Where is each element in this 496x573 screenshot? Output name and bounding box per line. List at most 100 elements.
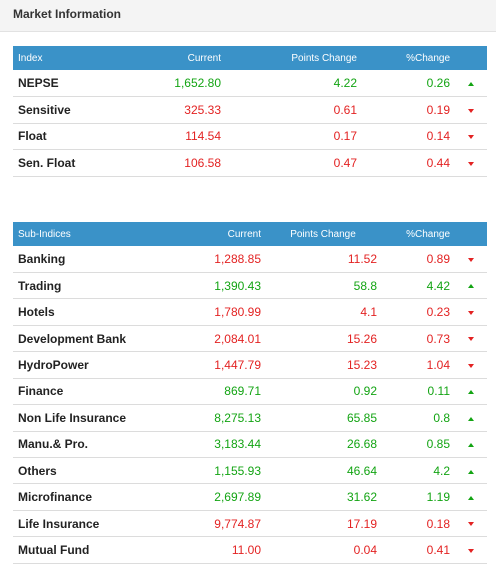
row-current: 2,697.89 [156, 483, 265, 511]
row-current: 106.58 [128, 149, 225, 177]
row-current: 325.33 [128, 96, 225, 124]
row-percent-change: 0.8 [381, 404, 454, 432]
triangle-down-icon [467, 522, 474, 527]
row-percent-change: 0.26 [361, 70, 454, 97]
triangle-down-icon [467, 337, 474, 342]
row-name: Development Bank [13, 325, 156, 353]
row-trend [454, 536, 487, 564]
row-trend [454, 246, 487, 273]
row-trend [454, 298, 487, 326]
table-row[interactable]: Life Insurance 9,774.87 17.19 0.18 [13, 510, 487, 538]
triangle-up-icon [467, 390, 474, 395]
row-name: NEPSE [13, 70, 128, 97]
table-row[interactable]: Microfinance 2,697.89 31.62 1.19 [13, 483, 487, 511]
row-points-change: 4.22 [225, 70, 361, 97]
table-row[interactable]: Development Bank 2,084.01 15.26 0.73 [13, 325, 487, 353]
triangle-down-icon [467, 161, 474, 166]
table-row[interactable]: Others 1,155.93 46.64 4.2 [13, 457, 487, 485]
row-name: Non Life Insurance [13, 404, 156, 432]
row-current: 1,390.43 [156, 272, 265, 300]
row-percent-change: 0.85 [381, 431, 454, 459]
row-points-change: 26.68 [265, 431, 381, 459]
row-current: 3,183.44 [156, 431, 265, 459]
row-points-change: 4.1 [265, 298, 381, 326]
row-trend [454, 325, 487, 353]
row-name: Microfinance [13, 483, 156, 511]
column-header-current: Current [156, 222, 265, 246]
column-header-points-change: Points Change [225, 46, 361, 70]
subindices-table: Sub-Indices Current Points Change %Chang… [13, 222, 487, 564]
row-trend [454, 378, 487, 406]
column-header-percent-change: %Change [361, 46, 454, 70]
row-points-change: 0.47 [225, 149, 361, 177]
triangle-up-icon [467, 81, 474, 86]
row-trend [454, 457, 487, 485]
row-current: 1,652.80 [128, 70, 225, 97]
row-points-change: 65.85 [265, 404, 381, 432]
row-points-change: 15.23 [265, 351, 381, 379]
row-trend [454, 70, 487, 97]
triangle-up-icon [467, 469, 474, 474]
triangle-down-icon [467, 108, 474, 113]
table-row[interactable]: Non Life Insurance 8,275.13 65.85 0.8 [13, 404, 487, 432]
row-points-change: 0.92 [265, 378, 381, 406]
column-header-trend [454, 222, 487, 246]
row-points-change: 0.04 [265, 536, 381, 564]
table-row[interactable]: Manu.& Pro. 3,183.44 26.68 0.85 [13, 431, 487, 459]
column-header-subindices: Sub-Indices [13, 222, 156, 246]
triangle-down-icon [467, 310, 474, 315]
row-percent-change: 0.73 [381, 325, 454, 353]
table-row[interactable]: NEPSE 1,652.80 4.22 0.26 [13, 70, 487, 97]
row-points-change: 0.17 [225, 123, 361, 150]
row-current: 1,155.93 [156, 457, 265, 485]
row-current: 9,774.87 [156, 510, 265, 538]
table-row[interactable]: Mutual Fund 11.00 0.04 0.41 [13, 536, 487, 564]
row-name: Trading [13, 272, 156, 300]
row-name: Float [13, 123, 128, 150]
table-row[interactable]: HydroPower 1,447.79 15.23 1.04 [13, 351, 487, 379]
row-current: 1,447.79 [156, 351, 265, 379]
row-trend [454, 123, 487, 150]
row-trend [454, 351, 487, 379]
table-row[interactable]: Sensitive 325.33 0.61 0.19 [13, 96, 487, 124]
row-name: Finance [13, 378, 156, 406]
row-current: 1,780.99 [156, 298, 265, 326]
table-row[interactable]: Banking 1,288.85 11.52 0.89 [13, 246, 487, 273]
row-trend [454, 510, 487, 538]
subindices-table-header: Sub-Indices Current Points Change %Chang… [13, 222, 487, 246]
triangle-down-icon [467, 548, 474, 553]
row-trend [454, 96, 487, 124]
row-trend [454, 149, 487, 177]
panel-title: Market Information [13, 7, 122, 21]
triangle-down-icon [467, 135, 474, 140]
row-percent-change: 0.89 [381, 246, 454, 273]
row-trend [454, 272, 487, 300]
index-table-header: Index Current Points Change %Change [13, 46, 487, 70]
row-points-change: 17.19 [265, 510, 381, 538]
table-row[interactable]: Sen. Float 106.58 0.47 0.44 [13, 149, 487, 177]
row-name: HydroPower [13, 351, 156, 379]
column-header-trend [454, 46, 487, 70]
table-row[interactable]: Hotels 1,780.99 4.1 0.23 [13, 298, 487, 326]
row-percent-change: 1.19 [381, 483, 454, 511]
column-header-percent-change: %Change [381, 222, 454, 246]
column-header-index: Index [13, 46, 128, 70]
triangle-down-icon [467, 257, 474, 262]
row-percent-change: 0.23 [381, 298, 454, 326]
row-trend [454, 431, 487, 459]
table-row[interactable]: Float 114.54 0.17 0.14 [13, 123, 487, 150]
row-name: Mutual Fund [13, 536, 156, 564]
row-name: Banking [13, 246, 156, 273]
row-name: Manu.& Pro. [13, 431, 156, 459]
row-points-change: 11.52 [265, 246, 381, 273]
row-name: Others [13, 457, 156, 485]
row-points-change: 31.62 [265, 483, 381, 511]
row-current: 114.54 [128, 123, 225, 150]
column-header-current: Current [128, 46, 225, 70]
row-points-change: 46.64 [265, 457, 381, 485]
index-table: Index Current Points Change %Change NEPS… [13, 46, 487, 177]
row-trend [454, 483, 487, 511]
table-row[interactable]: Trading 1,390.43 58.8 4.42 [13, 272, 487, 300]
table-row[interactable]: Finance 869.71 0.92 0.11 [13, 378, 487, 406]
panel-header: Market Information [0, 0, 496, 32]
